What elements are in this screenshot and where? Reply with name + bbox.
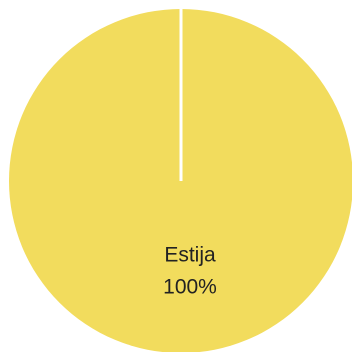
slice-value-label: 100%: [163, 276, 217, 299]
slice-label: Estija: [164, 244, 216, 267]
